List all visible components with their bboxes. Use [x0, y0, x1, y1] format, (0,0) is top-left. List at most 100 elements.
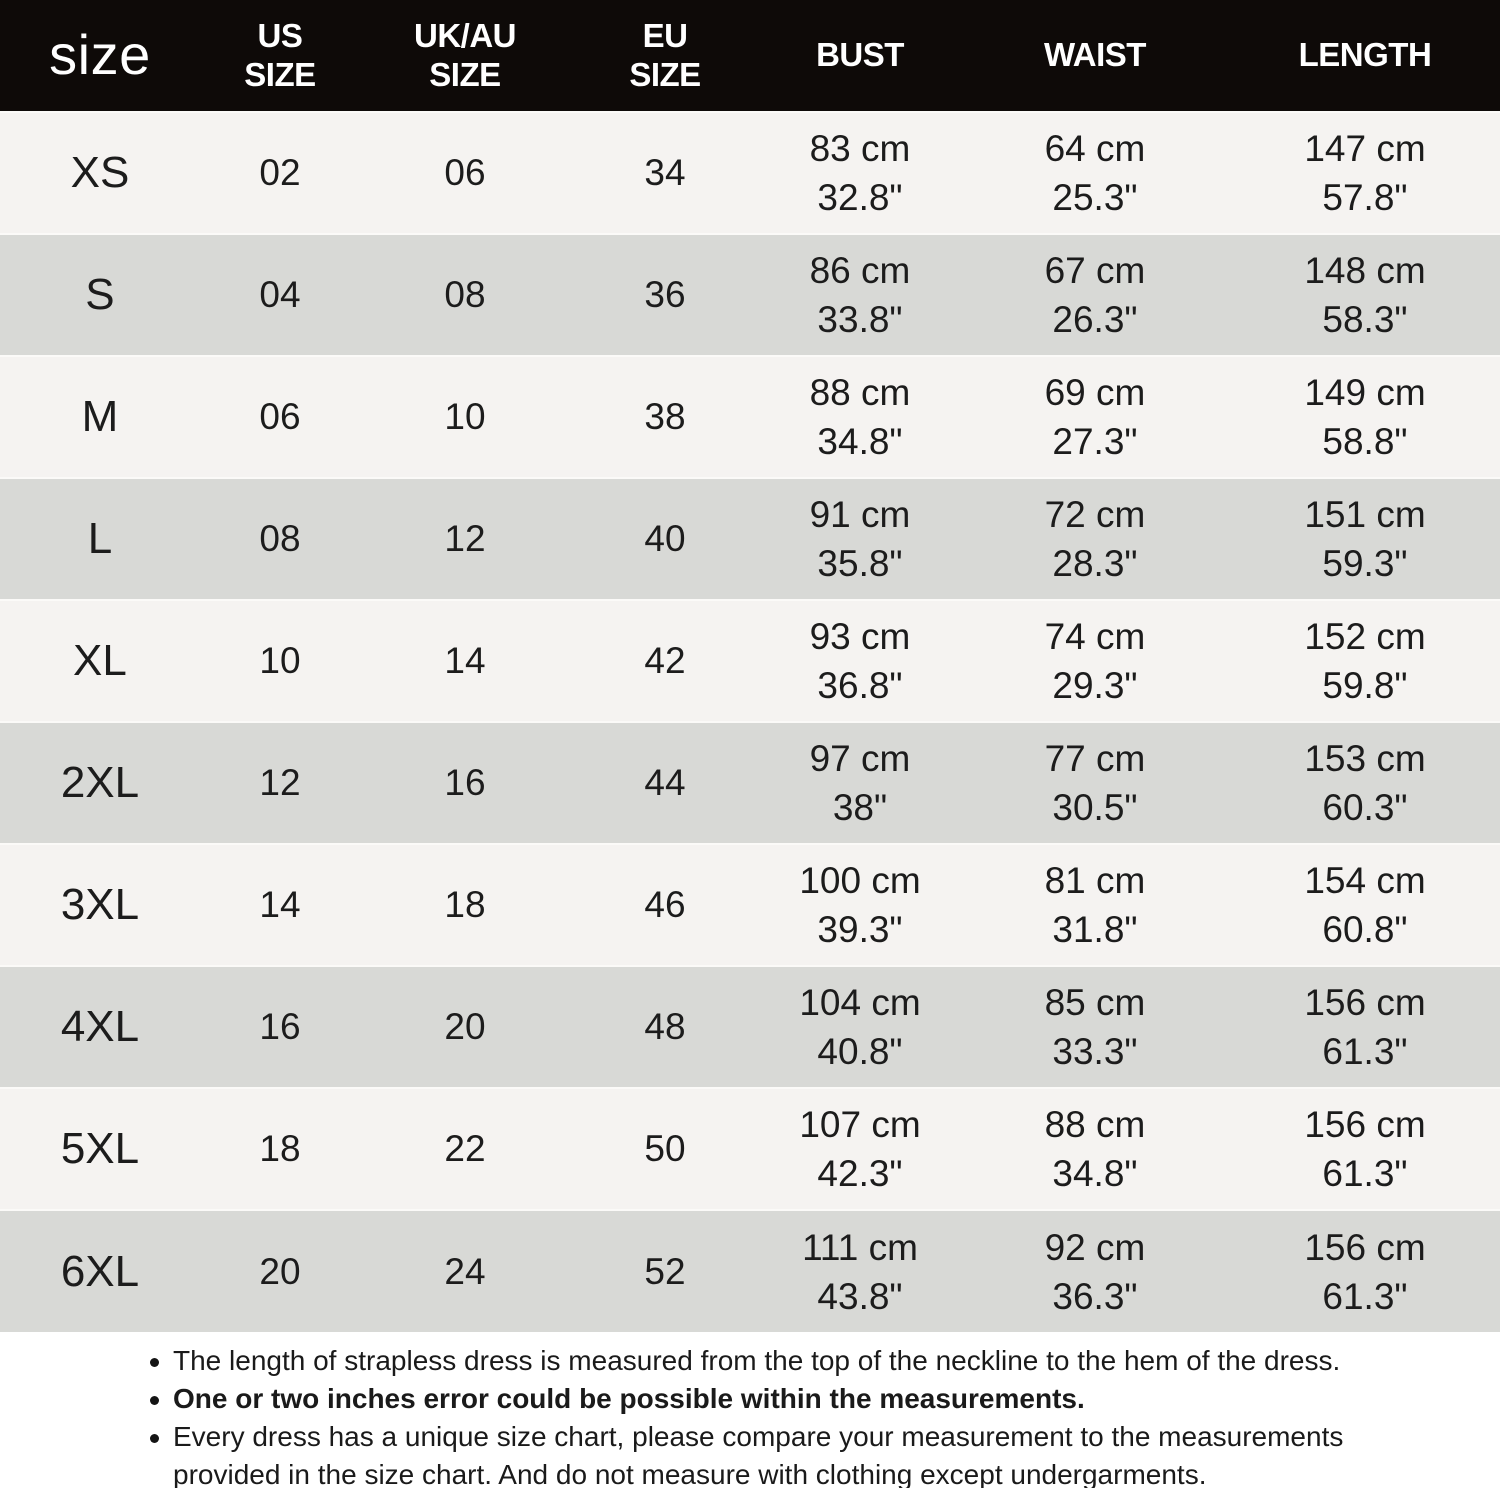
column-header-eu: EU SIZE	[569, 0, 761, 112]
size-label-cell: S	[85, 270, 115, 319]
ukau-size-cell: 12	[444, 518, 486, 559]
measurement-line: 148 cm	[1304, 250, 1426, 291]
ukau-size-cell: 06	[444, 152, 486, 193]
column-header-length: LENGTH	[1229, 0, 1500, 112]
bust-cell: 88 cm 34.8"	[760, 356, 960, 478]
measurement-line: 88 cm	[1044, 1104, 1146, 1145]
ukau-size-cell: 20	[444, 1006, 486, 1047]
size-label-cell: 5XL	[60, 1124, 140, 1173]
waist-cell: 81 cm 31.8"	[960, 844, 1230, 966]
measurement-line: 33.3"	[1052, 1031, 1138, 1072]
waist-cell: 69 cm 27.3"	[960, 356, 1230, 478]
ukau-size-cell: 22	[444, 1128, 486, 1169]
us-size-cell: 02	[259, 152, 301, 193]
eu-size-cell: 46	[644, 884, 686, 925]
measurement-line: 149 cm	[1304, 372, 1426, 413]
waist-cell: 64 cm 25.3"	[960, 112, 1230, 234]
measurement-line: 36.8"	[817, 665, 903, 706]
measurement-line: 104 cm	[799, 982, 921, 1023]
waist-cell: 67 cm 26.3"	[960, 234, 1230, 356]
note-item: The length of strapless dress is measure…	[150, 1342, 1440, 1380]
measurement-line: 35.8"	[817, 543, 903, 584]
measurement-line: 39.3"	[817, 909, 903, 950]
measurement-line: 59.8"	[1322, 665, 1408, 706]
measurement-line: 156 cm	[1304, 1226, 1426, 1268]
table-row-5xl: 5XL 18 22 50 107 cm 42.3" 88 cm 34.8" 156 cm 61.3…	[0, 1088, 1500, 1210]
note-text: Every dress has a unique size chart, ple…	[173, 1421, 1344, 1488]
us-size-cell: 06	[259, 396, 301, 437]
measurement-line: 61.3"	[1322, 1275, 1408, 1317]
length-cell: 147 cm 57.8"	[1230, 112, 1500, 234]
header-row: size US SIZE UK/AU SIZE EU SIZE BUST WAIST LEN…	[0, 0, 1500, 112]
measurement-line: 72 cm	[1044, 494, 1146, 535]
measurement-line: 107 cm	[799, 1104, 921, 1145]
measurement-line: 97 cm	[809, 738, 911, 779]
column-header-bust: BUST	[760, 0, 960, 112]
measurement-line: 61.3"	[1322, 1031, 1408, 1072]
size-label-cell: XL	[73, 636, 127, 685]
bust-cell: 86 cm 33.8"	[760, 234, 960, 356]
waist-cell: 88 cm 34.8"	[960, 1088, 1230, 1210]
length-cell: 156 cm 61.3"	[1230, 1088, 1500, 1210]
us-size-cell: 10	[259, 640, 301, 681]
eu-size-cell: 52	[644, 1250, 686, 1292]
waist-cell: 92 cm 36.3"	[960, 1210, 1230, 1332]
measurement-line: 60.3"	[1322, 787, 1408, 828]
measurement-line: 100 cm	[799, 860, 921, 901]
size-label-cell: 4XL	[60, 1002, 140, 1051]
waist-cell: 72 cm 28.3"	[960, 478, 1230, 600]
length-cell: 156 cm 61.3"	[1230, 1210, 1500, 1332]
table-row-xl: XL 10 14 42 93 cm 36.8" 74 cm 29.3" 152 cm 59.8"	[0, 600, 1500, 722]
measurement-line: 59.3"	[1322, 543, 1408, 584]
note-text: One or two inches error could be possibl…	[173, 1383, 1085, 1414]
ukau-size-cell: 24	[444, 1250, 486, 1292]
table-row-l: L 08 12 40 91 cm 35.8" 72 cm 28.3" 151 cm 59.3"	[0, 478, 1500, 600]
measurement-line: 147 cm	[1304, 128, 1426, 169]
us-size-cell: 04	[259, 274, 301, 315]
note-item: Every dress has a unique size chart, ple…	[150, 1418, 1440, 1488]
measurement-line: 151 cm	[1304, 494, 1426, 535]
size-chart-table: size US SIZE UK/AU SIZE EU SIZE BUST WAIST LEN…	[0, 0, 1500, 1332]
measurement-line: 85 cm	[1044, 982, 1146, 1023]
measurement-line: 64 cm	[1044, 128, 1146, 169]
waist-cell: 74 cm 29.3"	[960, 600, 1230, 722]
note-item: One or two inches error could be possibl…	[150, 1380, 1440, 1418]
ukau-size-cell: 16	[444, 762, 486, 803]
notes-list: The length of strapless dress is measure…	[150, 1342, 1500, 1488]
measurement-line: 31.8"	[1052, 909, 1138, 950]
measurement-line: 34.8"	[817, 421, 903, 462]
length-cell: 148 cm 58.3"	[1230, 234, 1500, 356]
measurement-line: 58.3"	[1322, 299, 1408, 340]
bust-cell: 93 cm 36.8"	[760, 600, 960, 722]
measurement-line: 74 cm	[1044, 616, 1146, 657]
ukau-size-cell: 14	[444, 640, 486, 681]
measurement-line: 92 cm	[1044, 1226, 1146, 1268]
size-label-cell: XS	[70, 148, 130, 197]
measurement-line: 40.8"	[817, 1031, 903, 1072]
ukau-size-cell: 08	[444, 274, 486, 315]
measurement-line: 77 cm	[1044, 738, 1146, 779]
length-cell: 154 cm 60.8"	[1230, 844, 1500, 966]
eu-size-cell: 38	[644, 396, 686, 437]
measurement-line: 57.8"	[1322, 177, 1408, 218]
eu-size-cell: 50	[644, 1128, 686, 1169]
eu-size-cell: 36	[644, 274, 686, 315]
measurement-line: 81 cm	[1044, 860, 1146, 901]
size-label-cell: M	[81, 392, 119, 441]
measurement-line: 29.3"	[1052, 665, 1138, 706]
measurement-line: 28.3"	[1052, 543, 1138, 584]
measurement-line: 69 cm	[1044, 372, 1146, 413]
measurement-notes: The length of strapless dress is measure…	[0, 1332, 1500, 1488]
table-row-s: S 04 08 36 86 cm 33.8" 67 cm 26.3" 148 cm 58.3"	[0, 234, 1500, 356]
measurement-line: 26.3"	[1052, 299, 1138, 340]
bullet-icon	[150, 1434, 159, 1443]
measurement-line: 153 cm	[1304, 738, 1426, 779]
table-row-3xl: 3XL 14 18 46 100 cm 39.3" 81 cm 31.8" 154 cm 60.8…	[0, 844, 1500, 966]
waist-cell: 77 cm 30.5"	[960, 722, 1230, 844]
length-cell: 151 cm 59.3"	[1230, 478, 1500, 600]
measurement-line: 60.8"	[1322, 909, 1408, 950]
length-cell: 152 cm 59.8"	[1230, 600, 1500, 722]
us-size-cell: 08	[259, 518, 301, 559]
measurement-line: 58.8"	[1322, 421, 1408, 462]
bust-cell: 111 cm 43.8"	[760, 1210, 960, 1332]
